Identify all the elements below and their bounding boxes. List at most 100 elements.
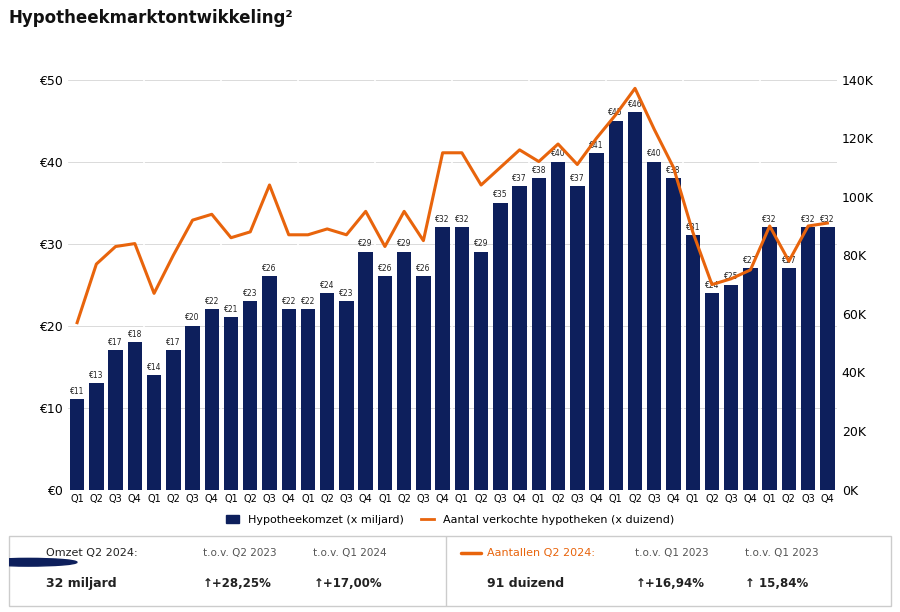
Circle shape (0, 558, 76, 566)
Text: €23: €23 (339, 289, 354, 297)
Text: t.o.v. Q2 2023: t.o.v. Q2 2023 (203, 548, 276, 558)
Text: €17: €17 (108, 338, 122, 347)
Text: €29: €29 (474, 239, 489, 248)
Bar (262, 277, 276, 490)
Text: 2021: 2021 (541, 551, 576, 564)
Bar (301, 309, 315, 490)
Text: ↑+28,25%: ↑+28,25% (203, 577, 272, 590)
Bar (608, 121, 623, 490)
Bar (339, 301, 354, 490)
Text: €32: €32 (436, 215, 450, 224)
Bar (378, 277, 392, 490)
Text: 2015: 2015 (79, 551, 114, 564)
Text: €27: €27 (743, 256, 758, 265)
Bar (320, 293, 335, 490)
Text: €26: €26 (416, 264, 430, 273)
Bar (474, 252, 489, 490)
Text: €18: €18 (128, 330, 142, 338)
Bar (551, 162, 565, 490)
Text: Hypotheekmarktontwikkeling²: Hypotheekmarktontwikkeling² (9, 9, 293, 27)
Text: 2018: 2018 (310, 551, 345, 564)
Bar (666, 178, 680, 490)
Bar (590, 154, 604, 490)
Text: €22: €22 (282, 297, 296, 306)
Text: 2023: 2023 (695, 551, 729, 564)
Bar (570, 186, 584, 490)
Text: €40: €40 (551, 149, 565, 159)
FancyBboxPatch shape (9, 536, 891, 606)
Bar (358, 252, 373, 490)
Text: €29: €29 (397, 239, 411, 248)
Text: 32 miljard: 32 miljard (46, 577, 117, 590)
Bar (782, 268, 796, 490)
Text: €23: €23 (243, 289, 257, 297)
Bar (801, 227, 815, 490)
Text: €29: €29 (358, 239, 373, 248)
Text: 2020: 2020 (464, 551, 499, 564)
Text: €13: €13 (89, 371, 104, 379)
Bar (628, 113, 643, 490)
Text: €32: €32 (801, 215, 815, 224)
Bar (532, 178, 546, 490)
Bar (512, 186, 526, 490)
Bar (686, 236, 700, 490)
Bar (282, 309, 296, 490)
Text: t.o.v. Q1 2024: t.o.v. Q1 2024 (313, 548, 387, 558)
Text: €22: €22 (204, 297, 219, 306)
Text: 2019: 2019 (387, 551, 421, 564)
Text: €32: €32 (454, 215, 469, 224)
Bar (166, 350, 181, 490)
Bar (724, 285, 738, 490)
Bar (128, 342, 142, 490)
Text: Aantallen Q2 2024:: Aantallen Q2 2024: (487, 548, 595, 558)
Bar (204, 309, 219, 490)
Text: t.o.v. Q1 2023: t.o.v. Q1 2023 (635, 548, 709, 558)
Text: €26: €26 (262, 264, 276, 273)
Bar (70, 400, 85, 490)
Text: 91 duizend: 91 duizend (487, 577, 564, 590)
Text: €38: €38 (532, 166, 546, 174)
Bar (147, 375, 161, 490)
Text: €45: €45 (608, 108, 623, 118)
Text: €27: €27 (782, 256, 796, 265)
Bar (743, 268, 758, 490)
Text: 2017: 2017 (233, 551, 268, 564)
Text: 2022: 2022 (617, 551, 652, 564)
Text: Omzet Q2 2024:: Omzet Q2 2024: (46, 548, 138, 558)
Text: €37: €37 (512, 174, 526, 183)
Text: €17: €17 (166, 338, 181, 347)
Text: €32: €32 (820, 215, 834, 224)
Text: €24: €24 (705, 280, 719, 289)
Text: €32: €32 (762, 215, 777, 224)
Bar (454, 227, 469, 490)
Text: €46: €46 (627, 100, 643, 109)
Text: t.o.v. Q1 2023: t.o.v. Q1 2023 (745, 548, 819, 558)
Bar (89, 383, 104, 490)
Bar (243, 301, 257, 490)
Bar (108, 350, 122, 490)
Legend: Hypotheekomzet (x miljard), Aantal verkochte hypotheken (x duizend): Hypotheekomzet (x miljard), Aantal verko… (221, 510, 679, 529)
Bar (493, 203, 508, 490)
Text: €14: €14 (147, 362, 161, 371)
Bar (762, 227, 777, 490)
Text: €41: €41 (590, 141, 604, 150)
Text: €11: €11 (70, 387, 85, 396)
Bar (224, 318, 238, 490)
Bar (185, 326, 200, 490)
Bar (647, 162, 662, 490)
Text: €22: €22 (301, 297, 315, 306)
Bar (397, 252, 411, 490)
Bar (416, 277, 430, 490)
Text: €20: €20 (185, 313, 200, 323)
Text: €31: €31 (686, 223, 700, 232)
Text: €21: €21 (224, 305, 238, 314)
Text: €26: €26 (378, 264, 392, 273)
Text: €35: €35 (493, 190, 508, 200)
Text: 2024: 2024 (771, 551, 806, 564)
Text: €24: €24 (320, 280, 335, 289)
Text: €40: €40 (647, 149, 662, 159)
Text: ↑+17,00%: ↑+17,00% (313, 577, 382, 590)
Text: €37: €37 (570, 174, 585, 183)
Text: 2016: 2016 (156, 551, 191, 564)
Text: ↑ 15,84%: ↑ 15,84% (745, 577, 809, 590)
